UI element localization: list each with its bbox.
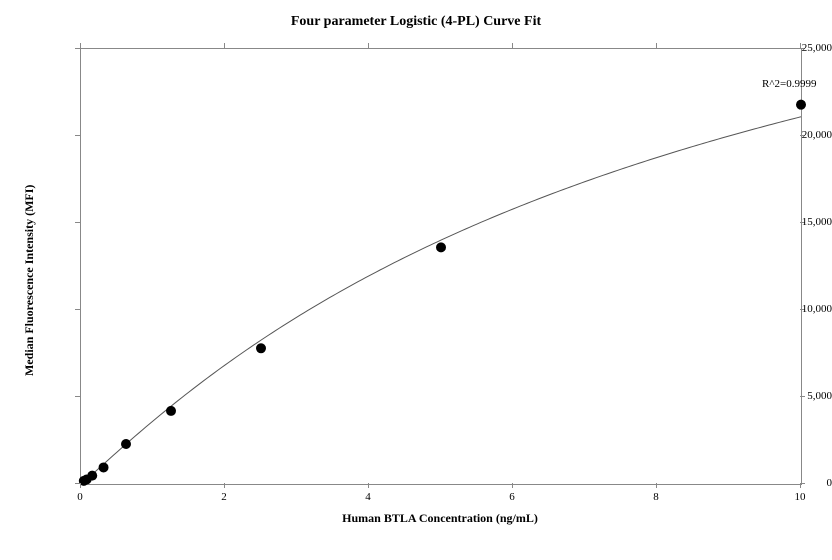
y-tick-label: 5,000 xyxy=(762,390,832,402)
x-tick-label: 2 xyxy=(221,491,227,503)
chart-title: Four parameter Logistic (4-PL) Curve Fit xyxy=(0,14,832,30)
x-tick-label: 4 xyxy=(365,491,371,503)
y-tick xyxy=(75,222,80,223)
data-point xyxy=(256,343,266,353)
y-tick xyxy=(75,135,80,136)
data-point xyxy=(99,462,109,472)
y-tick xyxy=(75,309,80,310)
x-tick xyxy=(368,43,369,48)
data-point xyxy=(796,100,806,110)
x-tick xyxy=(80,483,81,488)
curve-svg xyxy=(81,49,801,484)
x-tick xyxy=(224,43,225,48)
r-squared-annotation: R^2=0.9999 xyxy=(762,78,816,90)
x-tick-label: 6 xyxy=(509,491,515,503)
y-tick-label: 10,000 xyxy=(762,303,832,315)
x-tick xyxy=(224,483,225,488)
x-axis-label: Human BTLA Concentration (ng/mL) xyxy=(80,511,800,526)
x-tick-label: 8 xyxy=(653,491,659,503)
y-tick-label: 25,000 xyxy=(762,42,832,54)
y-axis-label: Median Fluorescence Intensity (MFI) xyxy=(22,184,37,375)
plot-area xyxy=(80,48,802,485)
x-tick xyxy=(512,43,513,48)
y-tick-label: 0 xyxy=(762,477,832,489)
x-tick xyxy=(656,43,657,48)
x-tick xyxy=(80,43,81,48)
y-tick xyxy=(75,48,80,49)
y-tick-label: 15,000 xyxy=(762,216,832,228)
x-tick xyxy=(656,483,657,488)
x-tick xyxy=(800,43,801,48)
x-tick xyxy=(800,483,801,488)
y-tick-label: 20,000 xyxy=(762,129,832,141)
data-point xyxy=(166,406,176,416)
data-point xyxy=(87,471,97,481)
y-tick xyxy=(75,396,80,397)
x-tick xyxy=(512,483,513,488)
x-tick-label: 0 xyxy=(77,491,83,503)
fit-curve xyxy=(81,117,801,484)
data-point xyxy=(436,242,446,252)
chart-container: Four parameter Logistic (4-PL) Curve Fit… xyxy=(0,0,832,560)
x-tick xyxy=(368,483,369,488)
data-point xyxy=(121,439,131,449)
x-tick-label: 10 xyxy=(795,491,806,503)
